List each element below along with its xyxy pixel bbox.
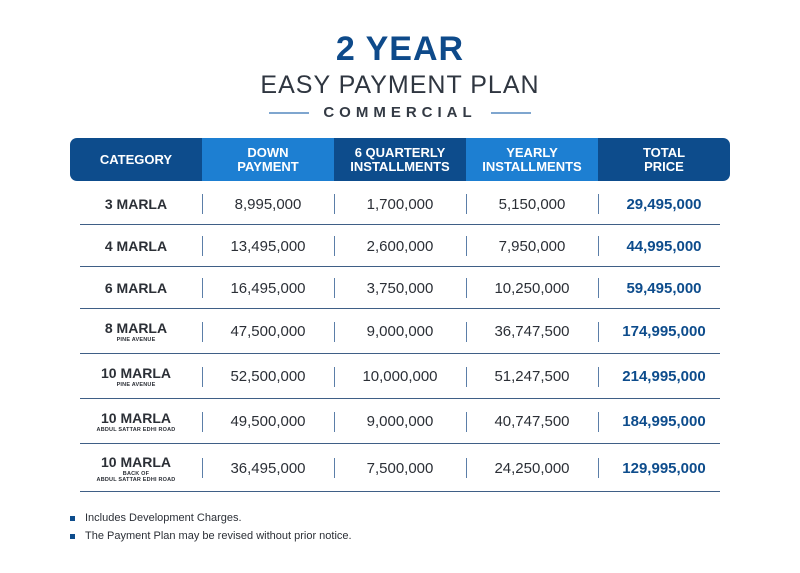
row-divider	[80, 308, 720, 309]
table-row: 10 MARLA PINE AVENUE 52,500,000 10,000,000 5…	[70, 354, 730, 399]
divider-left	[269, 111, 310, 114]
row-divider	[80, 266, 720, 267]
category-label: 10 MARLA	[100, 365, 171, 381]
row-divider	[80, 398, 720, 399]
row-divider	[80, 443, 720, 444]
plan-subtitle: EASY PAYMENT PLAN	[260, 71, 540, 99]
row-divider	[80, 224, 720, 225]
cell-total: 44,995,000	[598, 225, 730, 267]
cell-quarterly: 9,000,000	[334, 399, 466, 444]
column-header-total: TOTAL PRICE	[598, 138, 730, 181]
table-body: 3 MARLA 8,995,000 1,700,000 5,150,000 29,495…	[70, 183, 730, 492]
cell-category: 8 MARLA PINE AVENUE	[70, 309, 202, 354]
cell-yearly: 36,747,500	[466, 309, 598, 354]
cell-down-payment: 36,495,000	[202, 444, 334, 492]
column-header-down-payment: DOWN PAYMENT	[202, 138, 334, 181]
category-label: 10 MARLA	[100, 410, 171, 426]
column-header-label: DOWN PAYMENT	[237, 144, 299, 174]
cell-down-payment: 8,995,000	[202, 183, 334, 225]
cell-category: 10 MARLA BACK OF ABDUL SATTAR EDHI ROAD	[70, 444, 202, 492]
table-row: 6 MARLA 16,495,000 3,750,000 10,250,000 59,4…	[70, 267, 730, 309]
cell-yearly: 5,150,000	[466, 183, 598, 225]
column-header-label: YEARLY INSTALLMENTS	[482, 144, 582, 174]
cell-down-payment: 52,500,000	[202, 354, 334, 399]
cell-quarterly: 10,000,000	[334, 354, 466, 399]
cell-category: 6 MARLA	[70, 267, 202, 309]
plan-category: COMMERCIAL	[323, 104, 477, 121]
cell-quarterly: 3,750,000	[334, 267, 466, 309]
table-header: CATEGORY DOWN PAYMENT 6 QUARTERLY INSTALLM…	[70, 138, 730, 181]
table-row: 10 MARLA ABDUL SATTAR EDHI ROAD 49,500,000…	[70, 399, 730, 444]
note-text: The Payment Plan may be revised without …	[85, 530, 352, 542]
category-label: 8 MARLA	[104, 320, 168, 336]
note-item: Includes Development Charges.	[70, 509, 352, 527]
notes: Includes Development Charges. The Paymen…	[70, 509, 352, 545]
category-note: ABDUL SATTAR EDHI ROAD	[96, 427, 176, 433]
table-row: 8 MARLA PINE AVENUE 47,500,000 9,000,000 36,…	[70, 309, 730, 354]
column-header-label: 6 QUARTERLY INSTALLMENTS	[350, 144, 450, 174]
cell-category: 10 MARLA PINE AVENUE	[70, 354, 202, 399]
table-row: 4 MARLA 13,495,000 2,600,000 7,950,000 44,99…	[70, 225, 730, 267]
cell-down-payment: 16,495,000	[202, 267, 334, 309]
cell-quarterly: 2,600,000	[334, 225, 466, 267]
category-note: PINE AVENUE	[116, 382, 156, 388]
cell-yearly: 51,247,500	[466, 354, 598, 399]
cell-category: 4 MARLA	[70, 225, 202, 267]
note-text: Includes Development Charges.	[85, 512, 242, 524]
cell-total: 174,995,000	[598, 309, 730, 354]
category-note: BACK OF ABDUL SATTAR EDHI ROAD	[96, 470, 176, 483]
payment-table: CATEGORY DOWN PAYMENT 6 QUARTERLY INSTALLM…	[70, 138, 730, 492]
cell-yearly: 7,950,000	[466, 225, 598, 267]
cell-total: 214,995,000	[598, 354, 730, 399]
cell-yearly: 24,250,000	[466, 444, 598, 492]
cell-yearly: 40,747,500	[466, 399, 598, 444]
cell-total: 59,495,000	[598, 267, 730, 309]
cell-category: 10 MARLA ABDUL SATTAR EDHI ROAD	[70, 399, 202, 444]
cell-quarterly: 1,700,000	[334, 183, 466, 225]
cell-total: 184,995,000	[598, 399, 730, 444]
cell-yearly: 10,250,000	[466, 267, 598, 309]
cell-down-payment: 49,500,000	[202, 399, 334, 444]
cell-quarterly: 9,000,000	[334, 309, 466, 354]
row-divider	[80, 353, 720, 354]
table-row: 10 MARLA BACK OF ABDUL SATTAR EDHI ROAD 36,…	[70, 444, 730, 492]
divider-right	[490, 111, 531, 114]
bullet-icon	[70, 533, 75, 539]
plan-title: 2 YEAR	[335, 30, 465, 68]
category-label: 3 MARLA	[104, 196, 168, 212]
category-label: 10 MARLA	[100, 453, 171, 470]
table-row: 3 MARLA 8,995,000 1,700,000 5,150,000 29,495…	[70, 183, 730, 225]
column-header-yearly: YEARLY INSTALLMENTS	[466, 138, 598, 181]
category-label: 6 MARLA	[104, 280, 168, 296]
column-header-label: TOTAL PRICE	[642, 144, 686, 174]
cell-down-payment: 13,495,000	[202, 225, 334, 267]
category-label: 4 MARLA	[104, 238, 168, 254]
cell-down-payment: 47,500,000	[202, 309, 334, 354]
column-header-label: CATEGORY	[99, 151, 173, 167]
column-header-category: CATEGORY	[70, 138, 202, 181]
title-block: 2 YEAR EASY PAYMENT PLAN COMMERCIAL	[0, 30, 800, 121]
note-item: The Payment Plan may be revised without …	[70, 527, 352, 545]
cell-total: 129,995,000	[598, 444, 730, 492]
plan-category-row: COMMERCIAL	[0, 104, 800, 121]
cell-total: 29,495,000	[598, 183, 730, 225]
row-divider	[80, 491, 720, 492]
category-note: PINE AVENUE	[116, 337, 156, 343]
bullet-icon	[70, 515, 75, 521]
column-header-quarterly: 6 QUARTERLY INSTALLMENTS	[334, 138, 466, 181]
cell-quarterly: 7,500,000	[334, 444, 466, 492]
cell-category: 3 MARLA	[70, 183, 202, 225]
